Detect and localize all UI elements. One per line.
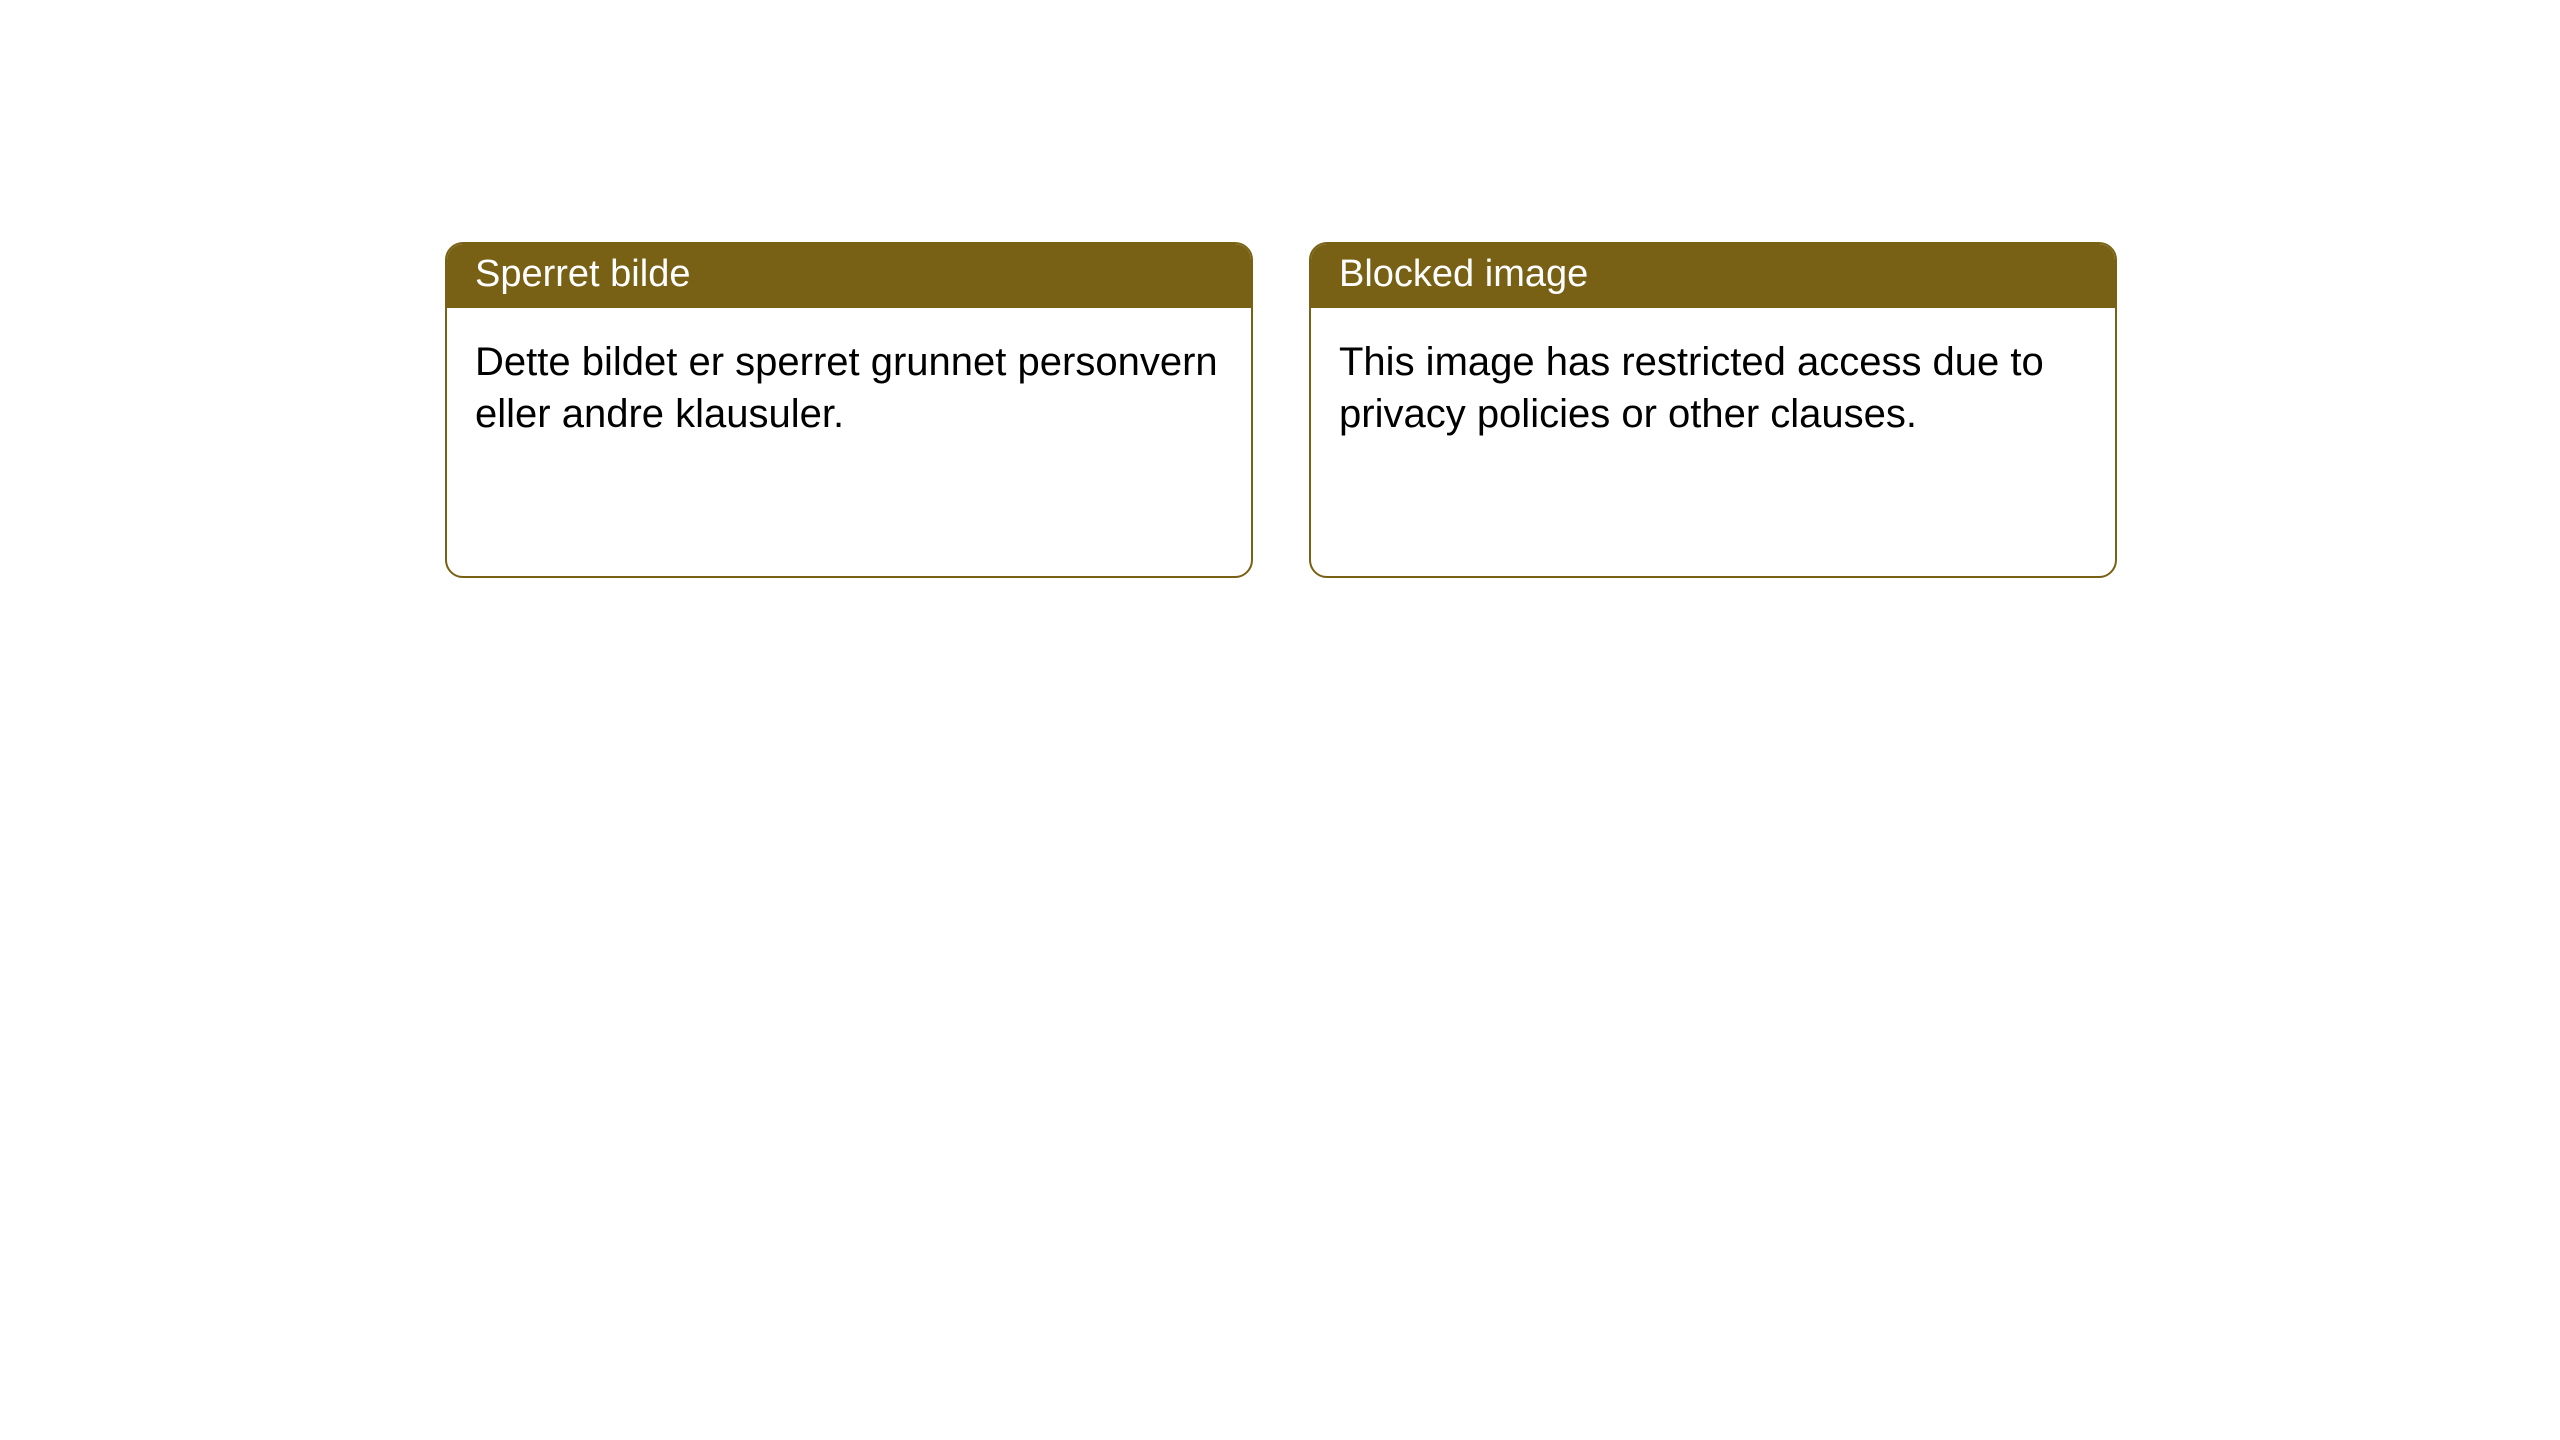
blocked-image-card-no: Sperret bilde Dette bildet er sperret gr… (445, 242, 1253, 578)
card-body: Dette bildet er sperret grunnet personve… (447, 308, 1251, 468)
card-header: Sperret bilde (447, 244, 1251, 308)
card-body: This image has restricted access due to … (1311, 308, 2115, 468)
card-header: Blocked image (1311, 244, 2115, 308)
card-body-text: This image has restricted access due to … (1339, 340, 2044, 436)
blocked-image-card-en: Blocked image This image has restricted … (1309, 242, 2117, 578)
notice-container: Sperret bilde Dette bildet er sperret gr… (445, 242, 2117, 578)
card-body-text: Dette bildet er sperret grunnet personve… (475, 340, 1218, 436)
card-title: Blocked image (1339, 253, 1588, 295)
card-title: Sperret bilde (475, 253, 690, 295)
